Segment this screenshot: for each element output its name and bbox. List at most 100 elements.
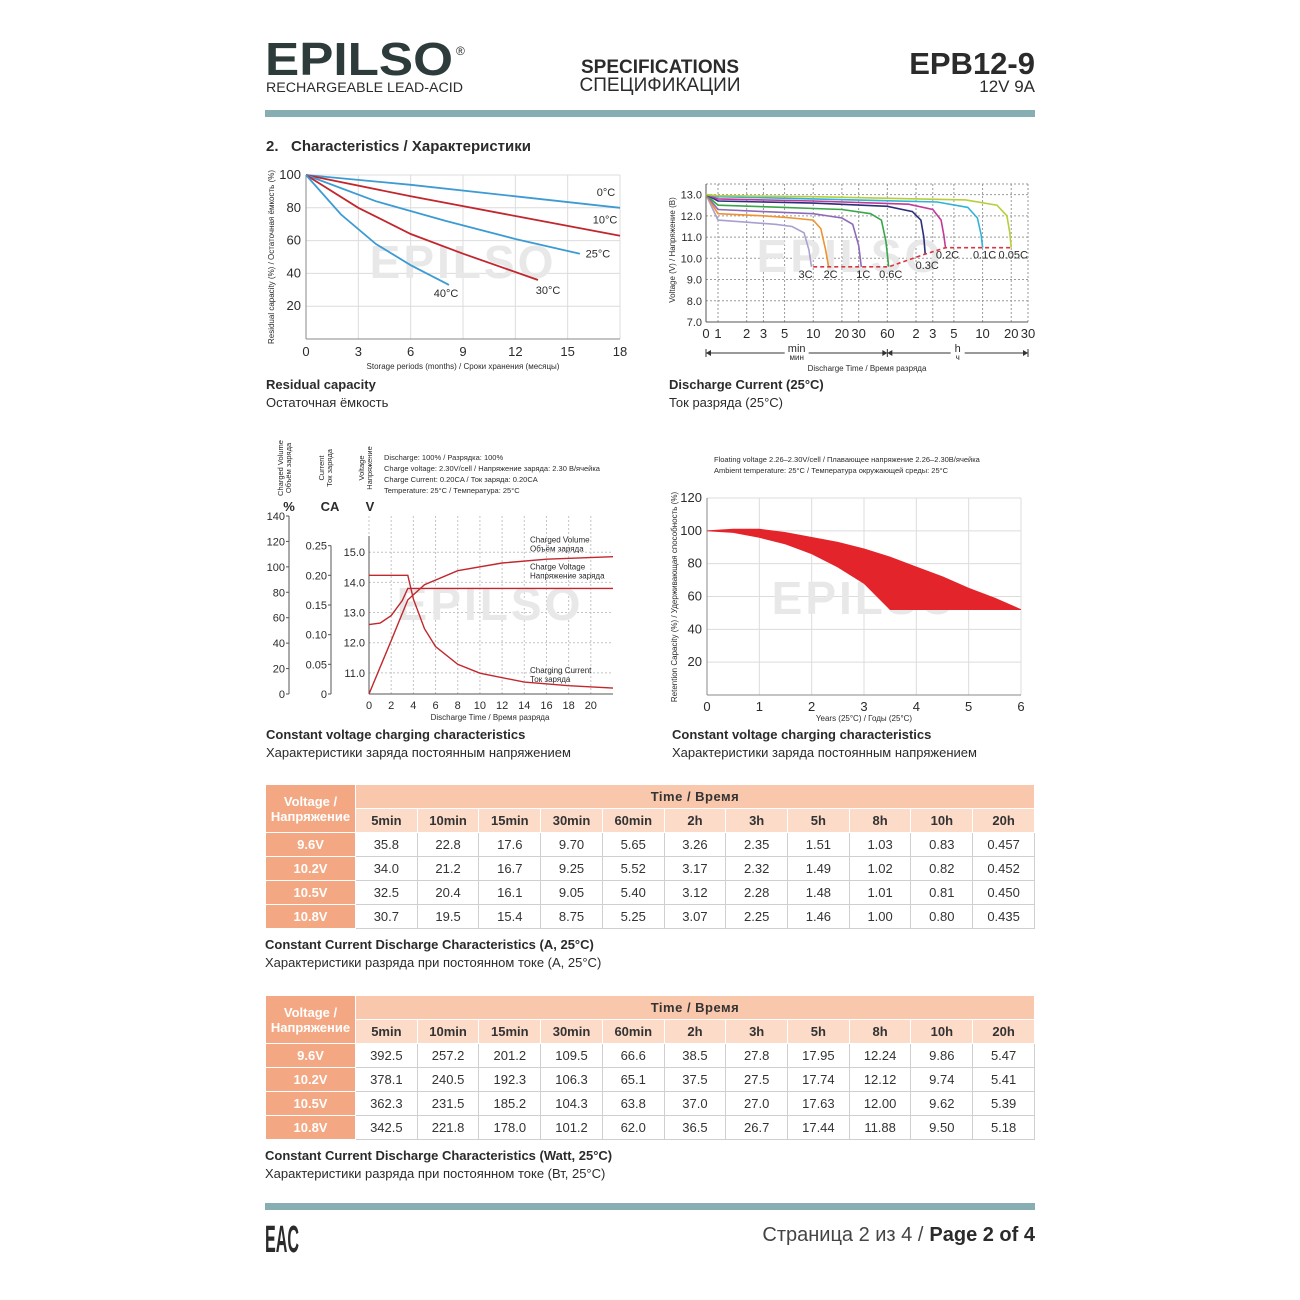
series-label: Charging Current — [530, 666, 592, 675]
cell: 1.51 — [787, 832, 850, 857]
series-label: 0°C — [597, 187, 616, 199]
cell: 231.5 — [416, 1091, 480, 1116]
y-tick-label: 9.0 — [687, 275, 702, 287]
y-tick-label: 100 — [279, 167, 301, 182]
row-label: 10.8V — [265, 1115, 356, 1140]
cell: 9.25 — [540, 856, 603, 881]
section-number: 2. — [266, 138, 279, 155]
y-tick-label: 12.0 — [344, 638, 365, 650]
series-label: 30°C — [536, 285, 561, 297]
cell: 9.74 — [910, 1067, 974, 1092]
cell: 65.1 — [601, 1067, 665, 1092]
column-header: 3h — [725, 808, 789, 833]
header-row: Voltage / Напряжение Time / Время — [265, 995, 1035, 1044]
cell: 3.12 — [663, 880, 727, 905]
cell: 16.7 — [478, 856, 542, 881]
cell: 27.0 — [725, 1091, 789, 1116]
cell: 201.2 — [478, 1043, 542, 1068]
cell: 22.8 — [416, 832, 480, 857]
cell: 9.50 — [910, 1115, 974, 1140]
row-label: 10.5V — [265, 1091, 356, 1116]
data-row: 9.6V 392.5 257.2 201.2 109.5 66.6 38.5 27.8 17.9… — [265, 1043, 1035, 1068]
cell: 1.03 — [848, 832, 912, 857]
x-tick-label: 8 — [455, 700, 461, 712]
chart-caption-ru: Характеристики заряда постоянным напряже… — [266, 745, 571, 760]
column-header: 15min — [478, 808, 542, 833]
data-row: 10.8V 342.5 221.8 178.0 101.2 62.0 36.5 26.7 17.… — [265, 1115, 1035, 1140]
cell: 66.6 — [601, 1043, 665, 1068]
axis-title-ru: Объём заряда — [284, 442, 293, 493]
watermark: EPILSO — [397, 578, 584, 630]
x-tick-label: 12 — [508, 344, 522, 359]
series-line — [705, 194, 863, 267]
axis-title: Charged Volume — [276, 440, 285, 496]
cell: 0.81 — [910, 880, 974, 905]
table-block: Voltage / Напряжение Time / Время 5min 10min… — [265, 784, 1035, 972]
y-tick-label: 15.0 — [344, 547, 365, 559]
y-tick-label: 12.0 — [681, 211, 702, 223]
x-tick-label: 10 — [975, 326, 989, 341]
data-row: 10.2V 378.1 240.5 192.3 106.3 65.1 37.5 27.5 17.… — [265, 1067, 1035, 1092]
data-row: 9.6V 35.8 22.8 17.6 9.70 5.65 3.26 2.35 1.51 1.03… — [265, 832, 1035, 857]
eac-mark: EAC — [265, 1219, 299, 1261]
cell: 5.65 — [601, 832, 665, 857]
y-tick-label: 0.15 — [306, 600, 327, 612]
chart-note: Discharge: 100% / Разрядка: 100% — [384, 453, 503, 462]
page-number: Page 2 of 4 — [929, 1224, 1035, 1246]
data-table: Voltage / Напряжение Time / Время 5min 10min… — [265, 995, 1035, 1140]
table-block: Voltage / Напряжение Time / Время 5min 10min… — [265, 995, 1035, 1183]
cell: 15.4 — [478, 904, 542, 929]
chart-caption: Constant voltage charging characteristic… — [266, 727, 525, 742]
cell: 104.3 — [540, 1091, 603, 1116]
x-tick-label: 2 — [912, 326, 919, 341]
chart-caption: Discharge Current (25°C) — [669, 377, 824, 392]
y-tick-label: 7.0 — [687, 317, 702, 329]
cell: 12.00 — [848, 1091, 912, 1116]
y-tick-label: 13.0 — [344, 608, 365, 620]
cell: 2.35 — [725, 832, 789, 857]
x-tick-label: 5 — [950, 326, 957, 341]
x-axis-label: Discharge Time / Время разряда — [808, 364, 927, 373]
x-tick-label: 5 — [781, 326, 788, 341]
x-tick-label: 15 — [560, 344, 574, 359]
x-tick-label: 6 — [407, 344, 414, 359]
cell: 9.05 — [540, 880, 603, 905]
cell: 9.86 — [910, 1043, 974, 1068]
axis-title: Current — [317, 455, 326, 481]
chart-note: Charge Current: 0.20CA / Ток заряда: 0.2… — [384, 475, 538, 484]
column-row: 5min 10min 15min 30min 60min 2h 3h 5h 8h 10h 20h — [266, 808, 1035, 833]
column-header: 2h — [663, 808, 727, 833]
cell: 0.457 — [972, 832, 1035, 857]
x-tick-label: 0 — [703, 699, 710, 714]
axis-title-ru: Ток заряда — [325, 448, 334, 487]
column-header: 60min — [601, 808, 665, 833]
registered-mark: ® — [456, 44, 465, 58]
x-tick-label: 4 — [913, 699, 920, 714]
y-tick-label: 40 — [273, 638, 285, 650]
x-axis-label: Storage periods (months) / Сроки хранени… — [367, 362, 560, 371]
series-label: 0.6C — [879, 269, 902, 281]
series-line — [705, 193, 1012, 248]
series-line — [305, 174, 450, 286]
cell: 5.52 — [601, 856, 665, 881]
row-header-line: Напряжение — [270, 808, 351, 824]
cutoff-line — [813, 246, 1012, 268]
chart-note: Temperature: 25°C / Температура: 25°C — [384, 486, 520, 495]
arrow-head — [887, 350, 893, 356]
cell: 37.5 — [663, 1067, 727, 1092]
data-row: 10.5V 32.5 20.4 16.1 9.05 5.40 3.12 2.28 1.48 1.0… — [265, 880, 1035, 905]
cell: 9.70 — [540, 832, 603, 857]
x-tick-label: 60 — [880, 326, 894, 341]
cell: 5.40 — [601, 880, 665, 905]
x-tick-label: 2 — [743, 326, 750, 341]
footer-bar — [265, 1203, 1035, 1210]
y-tick-label: 40 — [287, 265, 301, 280]
cell: 5.41 — [972, 1067, 1035, 1092]
cell: 106.3 — [540, 1067, 603, 1092]
data-row: 10.8V 30.7 19.5 15.4 8.75 5.25 3.07 2.25 1.46 1.0… — [265, 904, 1035, 929]
section-title: Characteristics / Характеристики — [291, 138, 531, 155]
y-tick-label: 20 — [688, 654, 702, 669]
series-label: 0.05C — [999, 250, 1028, 262]
cell: 17.63 — [787, 1091, 850, 1116]
doc-title: SPECIFICATIONS — [581, 57, 739, 78]
